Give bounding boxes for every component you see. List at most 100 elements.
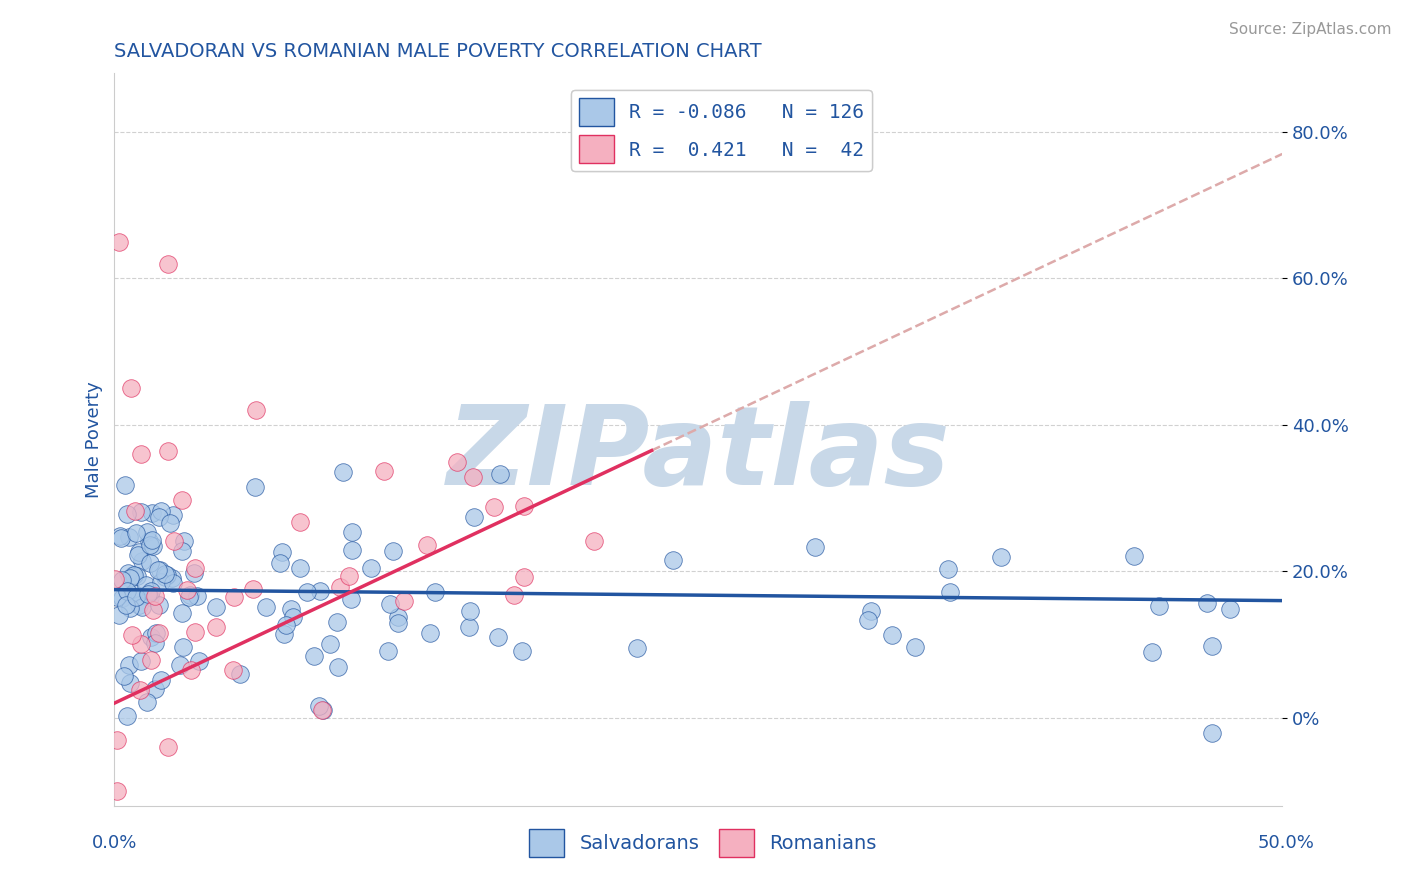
Point — [1201, 640, 1223, 654]
Point — [1123, 549, 1146, 563]
Point — [125, 590, 148, 604]
Point — [458, 604, 481, 618]
Point — [115, 584, 138, 599]
Point — [170, 544, 193, 558]
Point — [141, 506, 163, 520]
Point — [141, 630, 163, 644]
Point — [162, 575, 184, 590]
Point — [1197, 596, 1219, 610]
Point — [148, 563, 170, 577]
Point — [156, 443, 179, 458]
Point — [222, 590, 245, 604]
Point — [149, 504, 172, 518]
Point — [245, 403, 267, 417]
Point — [583, 534, 606, 549]
Point — [290, 561, 312, 575]
Point — [486, 631, 509, 645]
Point — [105, 591, 128, 605]
Point — [148, 625, 170, 640]
Point — [131, 599, 153, 614]
Point — [1201, 725, 1223, 739]
Point — [419, 625, 441, 640]
Point — [162, 508, 184, 523]
Text: 0.0%: 0.0% — [91, 834, 136, 852]
Point — [153, 566, 176, 581]
Point — [121, 628, 143, 642]
Point — [179, 588, 201, 602]
Point — [482, 500, 505, 515]
Point — [131, 504, 153, 518]
Point — [205, 600, 228, 615]
Point — [512, 499, 534, 513]
Point — [120, 381, 142, 395]
Point — [186, 589, 208, 603]
Point — [939, 584, 962, 599]
Point — [626, 640, 648, 655]
Point — [128, 683, 150, 698]
Point — [288, 515, 311, 529]
Point — [129, 637, 152, 651]
Point — [297, 584, 319, 599]
Point — [328, 660, 350, 674]
Point — [128, 598, 150, 612]
Point — [115, 709, 138, 723]
Point — [387, 616, 409, 631]
Point — [125, 569, 148, 583]
Point — [510, 643, 533, 657]
Point — [148, 509, 170, 524]
Point — [129, 654, 152, 668]
Point — [269, 556, 291, 570]
Point — [387, 610, 409, 624]
Point — [131, 554, 153, 568]
Point — [513, 570, 536, 584]
Legend: R = -0.086   N = 126, R =  0.421   N =  42: R = -0.086 N = 126, R = 0.421 N = 42 — [571, 90, 872, 170]
Point — [139, 556, 162, 570]
Point — [176, 583, 198, 598]
Point — [120, 676, 142, 690]
Point — [135, 578, 157, 592]
Point — [145, 636, 167, 650]
Point — [143, 681, 166, 696]
Point — [160, 571, 183, 585]
Point — [172, 640, 194, 655]
Point — [184, 625, 207, 640]
Point — [381, 543, 404, 558]
Legend: Salvadorans, Romanians: Salvadorans, Romanians — [522, 822, 884, 864]
Point — [332, 465, 354, 479]
Point — [142, 539, 165, 553]
Point — [128, 545, 150, 559]
Point — [205, 620, 228, 634]
Point — [159, 516, 181, 530]
Point — [149, 563, 172, 577]
Point — [860, 604, 883, 618]
Point — [342, 524, 364, 539]
Text: 50.0%: 50.0% — [1258, 834, 1315, 852]
Point — [172, 493, 194, 508]
Point — [156, 739, 179, 754]
Point — [938, 562, 960, 576]
Point — [104, 572, 127, 586]
Point — [122, 568, 145, 582]
Point — [856, 613, 879, 627]
Point — [156, 257, 179, 271]
Point — [156, 568, 179, 582]
Point — [311, 703, 333, 717]
Point — [904, 640, 927, 654]
Point — [107, 235, 129, 249]
Point — [117, 566, 139, 580]
Point — [142, 603, 165, 617]
Point — [254, 600, 277, 615]
Point — [188, 654, 211, 668]
Point — [184, 561, 207, 575]
Point — [377, 644, 399, 658]
Point — [243, 480, 266, 494]
Point — [129, 447, 152, 461]
Point — [120, 571, 142, 585]
Point — [319, 637, 342, 651]
Point — [242, 582, 264, 597]
Text: Source: ZipAtlas.com: Source: ZipAtlas.com — [1229, 22, 1392, 37]
Point — [1149, 599, 1171, 614]
Point — [108, 529, 131, 543]
Point — [502, 588, 524, 602]
Point — [136, 587, 159, 601]
